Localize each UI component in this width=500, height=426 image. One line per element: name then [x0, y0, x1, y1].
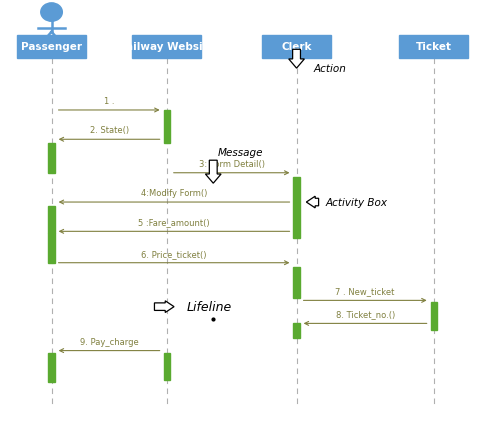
Circle shape: [41, 4, 62, 22]
Text: Message: Message: [218, 147, 264, 158]
FancyBboxPatch shape: [262, 35, 331, 58]
FancyArrow shape: [288, 50, 304, 69]
FancyArrow shape: [206, 161, 221, 184]
FancyBboxPatch shape: [48, 207, 54, 234]
Text: Action: Action: [314, 64, 346, 74]
Text: 1 .: 1 .: [104, 97, 115, 106]
Text: 8. Ticket_no.(): 8. Ticket_no.(): [336, 310, 395, 319]
Text: 5 :Fare_amount(): 5 :Fare_amount(): [138, 218, 210, 227]
Text: 3: Form Detail(): 3: Form Detail(): [198, 159, 264, 168]
FancyBboxPatch shape: [48, 353, 54, 382]
FancyArrow shape: [154, 301, 174, 313]
FancyBboxPatch shape: [294, 267, 300, 299]
FancyBboxPatch shape: [132, 35, 201, 58]
Text: 9. Pay_charge: 9. Pay_charge: [80, 337, 138, 346]
FancyBboxPatch shape: [430, 303, 437, 330]
FancyBboxPatch shape: [294, 324, 300, 338]
Text: 4:Modify Form(): 4:Modify Form(): [141, 189, 207, 198]
FancyBboxPatch shape: [294, 178, 300, 238]
Text: Passenger: Passenger: [21, 42, 82, 52]
Text: Activity Box: Activity Box: [326, 198, 388, 207]
FancyBboxPatch shape: [164, 353, 170, 380]
Text: Lifeline: Lifeline: [186, 300, 232, 314]
FancyBboxPatch shape: [48, 234, 54, 263]
FancyBboxPatch shape: [400, 35, 468, 58]
FancyBboxPatch shape: [17, 35, 86, 58]
FancyBboxPatch shape: [48, 144, 54, 173]
FancyBboxPatch shape: [164, 111, 170, 144]
Text: 6. Price_ticket(): 6. Price_ticket(): [142, 249, 207, 258]
Text: 2. State(): 2. State(): [90, 126, 128, 135]
Text: 7 . New_ticket: 7 . New_ticket: [336, 287, 395, 296]
Text: Railway Website: Railway Website: [118, 42, 215, 52]
Text: Ticket: Ticket: [416, 42, 452, 52]
FancyArrow shape: [306, 197, 318, 208]
Text: Clerk: Clerk: [282, 42, 312, 52]
